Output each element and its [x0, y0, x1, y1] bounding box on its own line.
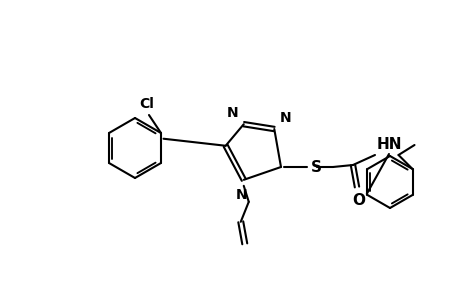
Text: N: N: [279, 111, 290, 125]
Text: N: N: [235, 188, 247, 202]
Text: Cl: Cl: [139, 97, 154, 111]
Text: O: O: [352, 193, 365, 208]
Text: HN: HN: [376, 137, 402, 152]
Text: N: N: [227, 106, 238, 120]
Text: S: S: [310, 160, 321, 175]
